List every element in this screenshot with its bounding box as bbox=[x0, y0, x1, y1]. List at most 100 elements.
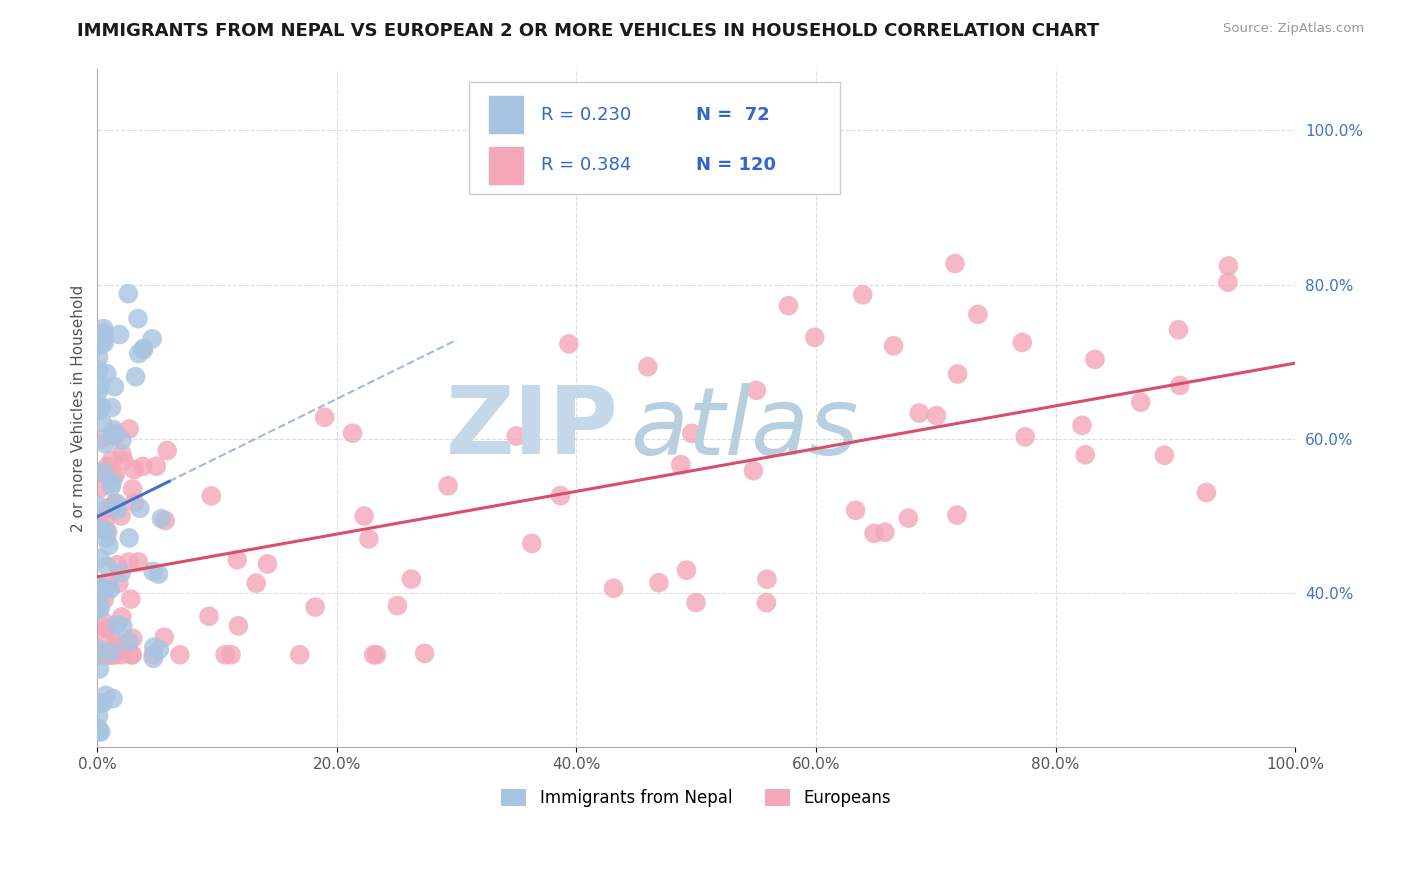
Point bbox=[363, 648, 385, 662]
Point bbox=[105, 497, 128, 511]
Bar bbox=[489, 146, 523, 184]
Bar bbox=[489, 95, 523, 133]
Point bbox=[93, 326, 115, 340]
Point bbox=[256, 557, 278, 571]
Text: N = 120: N = 120 bbox=[696, 156, 776, 174]
Point bbox=[94, 615, 117, 630]
Point bbox=[558, 336, 581, 351]
Point bbox=[97, 501, 120, 516]
Point bbox=[105, 426, 128, 441]
Point bbox=[401, 572, 423, 586]
Point bbox=[93, 465, 115, 479]
Point bbox=[755, 572, 778, 586]
Point bbox=[1195, 485, 1218, 500]
Point bbox=[111, 620, 134, 634]
Point bbox=[127, 311, 149, 326]
Point bbox=[89, 595, 111, 609]
Point bbox=[121, 482, 143, 496]
Point bbox=[121, 632, 143, 646]
Point bbox=[169, 648, 191, 662]
Point bbox=[89, 401, 111, 415]
Point bbox=[87, 722, 110, 736]
Point bbox=[104, 467, 127, 482]
Point bbox=[96, 648, 118, 662]
Point bbox=[87, 363, 110, 377]
Point bbox=[103, 379, 125, 393]
Point bbox=[128, 346, 150, 360]
Point bbox=[118, 531, 141, 545]
Point bbox=[101, 691, 124, 706]
Point bbox=[852, 287, 875, 301]
Point bbox=[142, 648, 165, 662]
Point bbox=[96, 510, 118, 524]
Point bbox=[120, 648, 142, 662]
Point bbox=[110, 566, 132, 580]
Point bbox=[121, 648, 143, 662]
Point bbox=[122, 462, 145, 476]
Point bbox=[387, 599, 409, 613]
Point bbox=[89, 551, 111, 566]
Point bbox=[118, 634, 141, 648]
Point bbox=[87, 584, 110, 599]
Point bbox=[413, 646, 436, 660]
Point bbox=[550, 489, 572, 503]
Point bbox=[219, 648, 242, 662]
Point bbox=[1084, 352, 1107, 367]
Point bbox=[108, 638, 131, 652]
Point bbox=[897, 511, 920, 525]
Point bbox=[100, 648, 122, 662]
Text: R = 0.384: R = 0.384 bbox=[540, 156, 631, 174]
Point bbox=[93, 630, 115, 644]
Y-axis label: 2 or more Vehicles in Household: 2 or more Vehicles in Household bbox=[72, 285, 86, 532]
Point bbox=[87, 648, 110, 662]
Point bbox=[908, 406, 931, 420]
Point bbox=[1074, 448, 1097, 462]
Text: atlas: atlas bbox=[630, 383, 859, 474]
Point bbox=[87, 351, 110, 365]
Point bbox=[148, 567, 170, 582]
Point bbox=[755, 596, 778, 610]
Point bbox=[89, 601, 111, 615]
Point bbox=[214, 648, 236, 662]
Point bbox=[132, 459, 155, 474]
Point bbox=[437, 479, 460, 493]
Point bbox=[100, 401, 122, 415]
Point bbox=[89, 587, 111, 601]
Point bbox=[112, 453, 135, 467]
Point bbox=[1014, 430, 1036, 444]
Point bbox=[101, 427, 124, 442]
Point bbox=[87, 648, 110, 662]
Point bbox=[94, 436, 117, 450]
Point bbox=[778, 299, 800, 313]
Point bbox=[112, 642, 135, 657]
Point bbox=[120, 592, 142, 607]
Point bbox=[127, 555, 149, 569]
Point bbox=[155, 513, 177, 527]
Point bbox=[93, 465, 115, 479]
Point bbox=[96, 621, 118, 635]
Point bbox=[89, 331, 111, 345]
Point bbox=[153, 630, 176, 644]
Point bbox=[366, 648, 388, 662]
Point bbox=[128, 501, 150, 516]
Point bbox=[342, 426, 364, 441]
Point bbox=[118, 555, 141, 569]
Point bbox=[93, 592, 115, 607]
FancyBboxPatch shape bbox=[468, 82, 839, 194]
Point bbox=[100, 648, 122, 662]
Point bbox=[96, 648, 118, 662]
Point bbox=[89, 379, 111, 393]
Point bbox=[122, 495, 145, 509]
Point bbox=[1167, 323, 1189, 337]
Point bbox=[1216, 275, 1239, 289]
Point bbox=[314, 410, 336, 425]
Point bbox=[946, 508, 969, 522]
Point bbox=[96, 559, 118, 574]
Point bbox=[925, 409, 948, 423]
Point bbox=[1218, 259, 1240, 273]
Point bbox=[98, 582, 121, 597]
Point bbox=[104, 428, 127, 442]
Point bbox=[91, 648, 114, 662]
Point bbox=[90, 725, 112, 739]
Point bbox=[288, 648, 311, 662]
